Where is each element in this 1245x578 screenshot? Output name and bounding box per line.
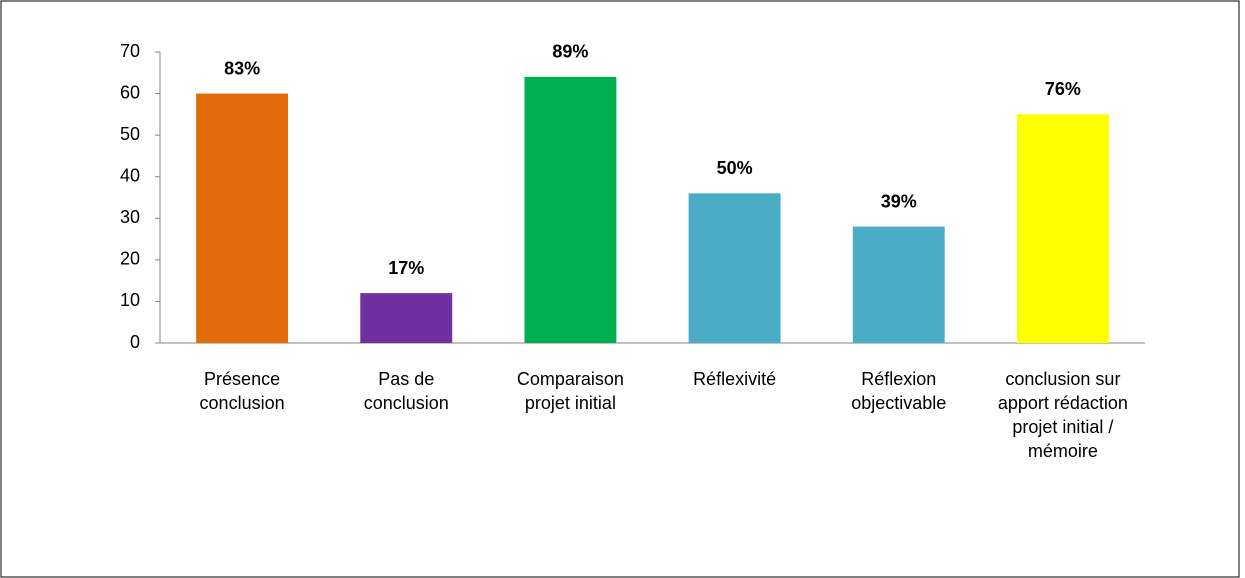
x-tick-label: Pas de conclusion xyxy=(364,369,449,413)
y-tick-label: 70 xyxy=(120,41,140,61)
y-tick-label: 30 xyxy=(120,207,140,227)
bar-annotation: 39% xyxy=(881,191,917,211)
bar xyxy=(196,93,289,343)
bar-annotation: 50% xyxy=(717,158,753,178)
y-tick-label: 10 xyxy=(120,290,140,310)
bar-annotation: 83% xyxy=(224,58,260,78)
bar xyxy=(360,293,453,343)
y-tick-label: 0 xyxy=(130,332,140,352)
bar-annotation: 76% xyxy=(1045,79,1081,99)
x-tick-label: conclusion sur apport rédaction projet ini… xyxy=(998,369,1128,461)
bar xyxy=(852,226,945,343)
y-tick-label: 20 xyxy=(120,249,140,269)
bar xyxy=(1016,114,1109,343)
x-tick-label: Réflexion objectivable xyxy=(851,369,946,413)
bar-annotation: 17% xyxy=(388,258,424,278)
bar-annotation: 89% xyxy=(552,42,588,62)
bar xyxy=(524,76,617,343)
bar xyxy=(688,193,781,343)
y-tick-label: 50 xyxy=(120,124,140,144)
y-tick-label: 60 xyxy=(120,82,140,102)
x-tick-label: Comparaison projet initial xyxy=(517,369,624,413)
x-tick-label: Présence conclusion xyxy=(200,369,285,413)
x-tick-label: Réflexivité xyxy=(693,369,776,389)
y-tick-label: 40 xyxy=(120,165,140,185)
